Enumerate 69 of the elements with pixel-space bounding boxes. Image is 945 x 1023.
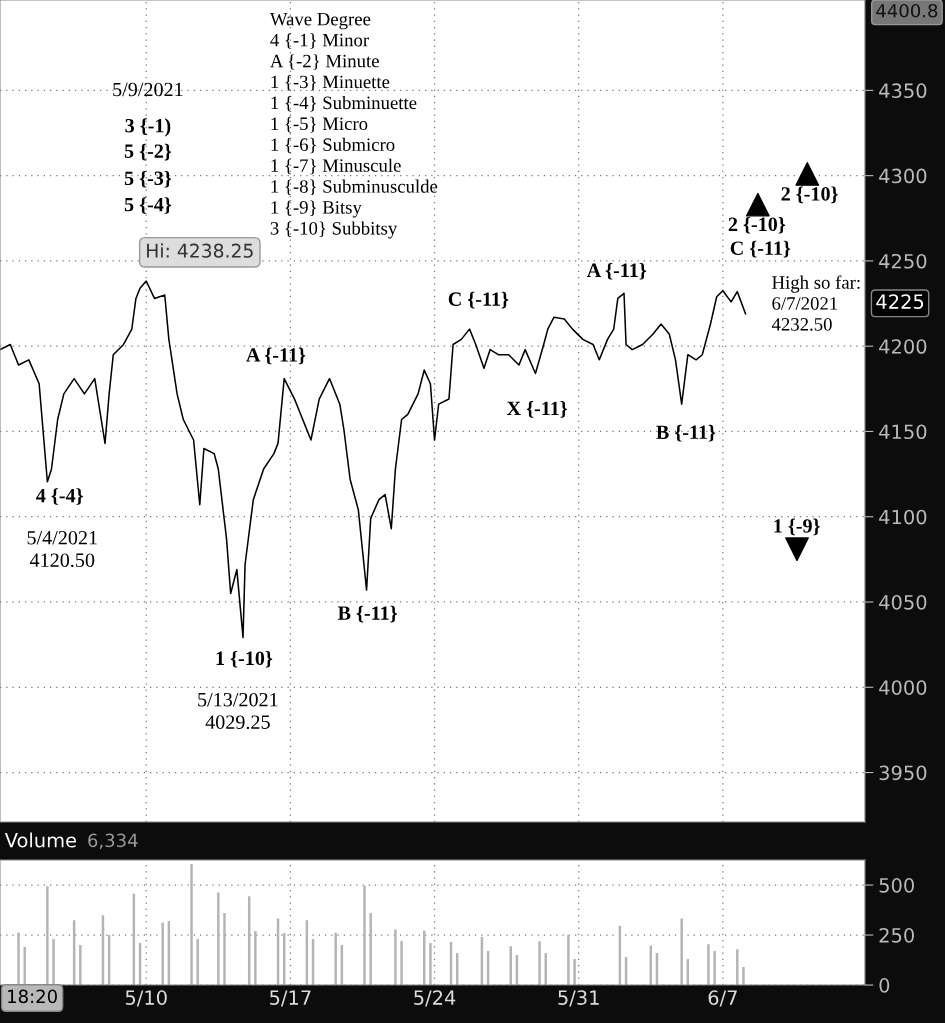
x-tick-label: 5/17 <box>270 990 311 1007</box>
bar <box>79 945 82 986</box>
bar <box>394 929 397 986</box>
line-series <box>0 280 747 639</box>
y-tick-label: 4100 <box>879 509 927 525</box>
bar <box>254 931 257 986</box>
point <box>745 192 770 217</box>
annotation: C {-11} <box>730 240 791 258</box>
annotation: High so far: 6/7/2021 4232.50 <box>771 275 860 331</box>
bar <box>190 864 193 986</box>
bar <box>567 935 570 986</box>
text: Wave Degree 4 {-1} Minor A {-2} Minute 1 {-3} Minuette 1 {-4} Subminuette 1 {-5} Micro 1 {-6} Submicro 1 {-7} Minuscule 1 {-8} Subminusculde 1 {-9} Bitsy 3 {-10} Subbitsy <box>269 13 438 239</box>
bar <box>538 941 541 986</box>
x-tick-label: 5/24 <box>414 990 456 1007</box>
bar <box>217 892 220 986</box>
y-tick-label: 0 <box>879 978 890 993</box>
y-tick-label: 4350 <box>879 83 927 99</box>
annotation: B {-11} <box>656 424 716 442</box>
bar <box>161 922 164 986</box>
x-tick-label: 5/10 <box>125 990 167 1007</box>
bar <box>573 959 576 986</box>
annotation: 5 {-2} <box>124 143 172 161</box>
point <box>795 162 820 186</box>
bar <box>223 913 226 986</box>
text: 6,334 <box>88 833 138 850</box>
annotation: Hi: 4238.25 <box>147 243 253 258</box>
text: 4225 <box>876 294 924 309</box>
x-tick-label: 5/31 <box>558 990 599 1007</box>
annotation: 3 {-1) <box>125 118 171 137</box>
y-tick-label: 3950 <box>879 765 927 781</box>
x-tick-label: 6/7 <box>708 990 737 1007</box>
y-tick-label: 4050 <box>879 594 927 610</box>
y-tick-label: 4300 <box>879 168 927 184</box>
bar <box>680 918 683 986</box>
bar <box>196 939 199 986</box>
bar <box>369 913 372 986</box>
annotation: A {-11} <box>586 262 647 280</box>
text: 18:20 <box>8 989 57 1004</box>
bar <box>334 932 337 986</box>
annotation: 5/4/2021 4120.50 <box>27 530 97 568</box>
annotation: 2 {-10} <box>781 186 838 204</box>
bar <box>713 951 716 986</box>
bar <box>707 944 710 986</box>
annotation: X {-11} <box>506 401 568 418</box>
y-tick-label: 4150 <box>879 424 927 440</box>
bar <box>742 967 745 986</box>
y-tick-label: 4200 <box>879 339 927 354</box>
annotation: 5/9/2021 <box>113 82 183 97</box>
y-tick-label: 4250 <box>879 253 927 269</box>
point <box>785 537 809 562</box>
annotation: 5 {-4} <box>124 197 172 214</box>
y-tick-label: 4000 <box>879 680 927 695</box>
bar <box>363 885 366 986</box>
text: Volume <box>4 832 77 848</box>
annotation: B {-11} <box>337 605 397 623</box>
annotation: A {-11} <box>246 347 306 365</box>
annotation: 5 {-3} <box>124 170 172 188</box>
annotation: 1 {-10} <box>216 650 273 668</box>
annotation: 2 {-10} <box>728 216 786 234</box>
annotation: 1 {-9} <box>774 518 820 536</box>
bar <box>400 941 403 986</box>
bar <box>736 949 739 986</box>
text: 4400.8 <box>876 3 938 18</box>
bar <box>429 943 432 986</box>
annotation: 4 {-4} <box>36 488 83 505</box>
annotation: 5/13/2021 4029.25 <box>198 692 278 730</box>
annotation: C {-11} <box>448 291 509 309</box>
y-tick-label: 500 <box>879 877 914 893</box>
y-tick-label: 250 <box>879 928 914 943</box>
